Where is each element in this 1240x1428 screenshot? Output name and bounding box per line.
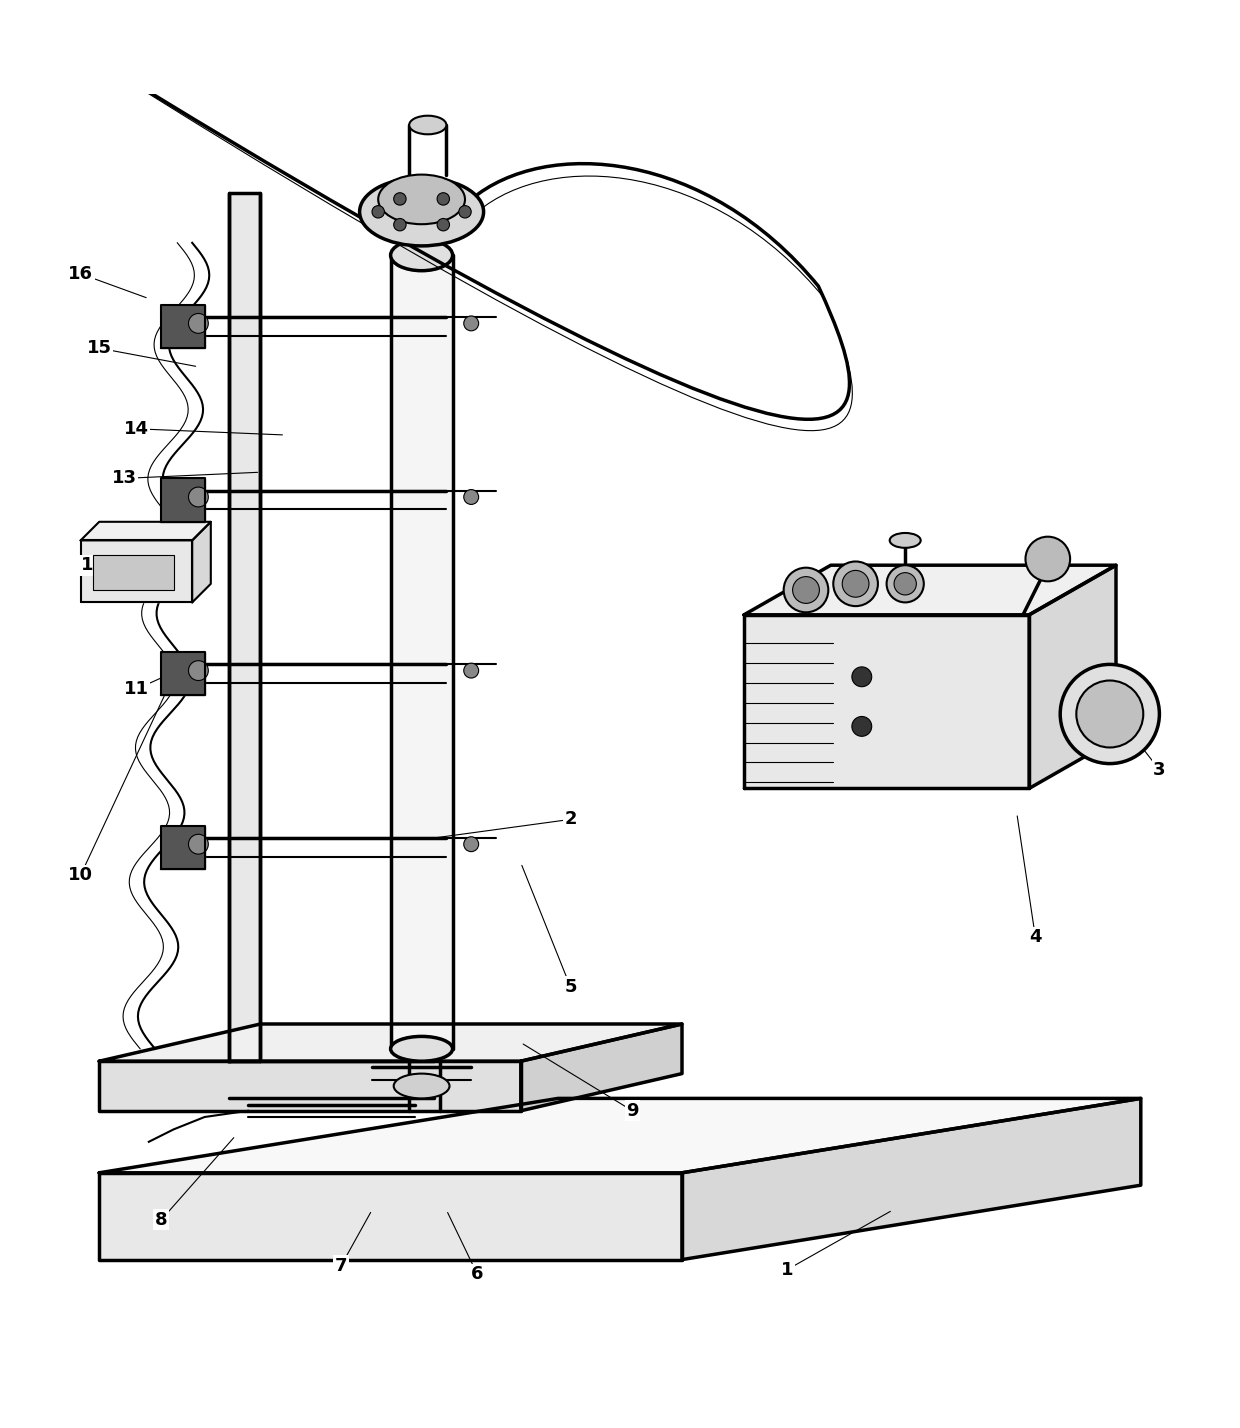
- Circle shape: [394, 193, 407, 206]
- Text: 5: 5: [564, 978, 577, 995]
- Circle shape: [1076, 681, 1143, 747]
- Polygon shape: [391, 256, 453, 1048]
- Text: 2: 2: [564, 811, 577, 828]
- Text: 7: 7: [335, 1257, 347, 1275]
- Circle shape: [372, 206, 384, 218]
- Polygon shape: [161, 478, 205, 521]
- Circle shape: [887, 565, 924, 603]
- Circle shape: [784, 568, 828, 613]
- Circle shape: [438, 193, 450, 206]
- Polygon shape: [161, 825, 205, 870]
- Text: 8: 8: [155, 1211, 167, 1230]
- Circle shape: [464, 490, 479, 504]
- Polygon shape: [81, 521, 211, 540]
- Circle shape: [792, 577, 820, 604]
- Circle shape: [394, 218, 407, 231]
- Polygon shape: [192, 521, 211, 603]
- Ellipse shape: [409, 116, 446, 134]
- Polygon shape: [99, 1024, 682, 1061]
- Polygon shape: [161, 653, 205, 695]
- Text: 3: 3: [1153, 761, 1166, 778]
- Polygon shape: [161, 304, 205, 348]
- Polygon shape: [229, 193, 260, 1061]
- Polygon shape: [99, 1172, 682, 1259]
- Circle shape: [852, 667, 872, 687]
- Text: 6: 6: [471, 1265, 484, 1284]
- Bar: [93, 555, 174, 590]
- Text: 9: 9: [626, 1102, 639, 1120]
- Circle shape: [464, 837, 479, 851]
- Circle shape: [464, 663, 479, 678]
- Polygon shape: [99, 1061, 521, 1111]
- Text: 12: 12: [81, 555, 105, 574]
- Circle shape: [1025, 537, 1070, 581]
- Ellipse shape: [391, 1037, 453, 1061]
- Circle shape: [459, 206, 471, 218]
- Circle shape: [188, 834, 208, 854]
- Text: 10: 10: [68, 867, 93, 884]
- Polygon shape: [99, 1098, 1141, 1172]
- Ellipse shape: [360, 177, 484, 246]
- Text: 13: 13: [112, 470, 136, 487]
- Text: 16: 16: [68, 264, 93, 283]
- Circle shape: [438, 218, 450, 231]
- Circle shape: [894, 573, 916, 595]
- Circle shape: [464, 316, 479, 331]
- Polygon shape: [1029, 565, 1116, 788]
- Circle shape: [188, 314, 208, 333]
- Polygon shape: [744, 565, 1116, 615]
- Circle shape: [852, 717, 872, 737]
- Text: 14: 14: [124, 420, 149, 438]
- Text: 11: 11: [124, 680, 149, 698]
- Circle shape: [188, 661, 208, 681]
- Ellipse shape: [391, 240, 453, 271]
- Circle shape: [188, 487, 208, 507]
- Polygon shape: [81, 540, 192, 603]
- Circle shape: [842, 570, 869, 597]
- Polygon shape: [744, 615, 1029, 788]
- Ellipse shape: [394, 1074, 449, 1098]
- Polygon shape: [521, 1024, 682, 1111]
- Text: 1: 1: [781, 1261, 794, 1278]
- Text: 4: 4: [1029, 928, 1042, 947]
- Ellipse shape: [378, 174, 465, 224]
- Circle shape: [1060, 664, 1159, 764]
- Ellipse shape: [889, 533, 920, 548]
- Circle shape: [833, 561, 878, 605]
- Polygon shape: [682, 1098, 1141, 1259]
- Text: 15: 15: [87, 340, 112, 357]
